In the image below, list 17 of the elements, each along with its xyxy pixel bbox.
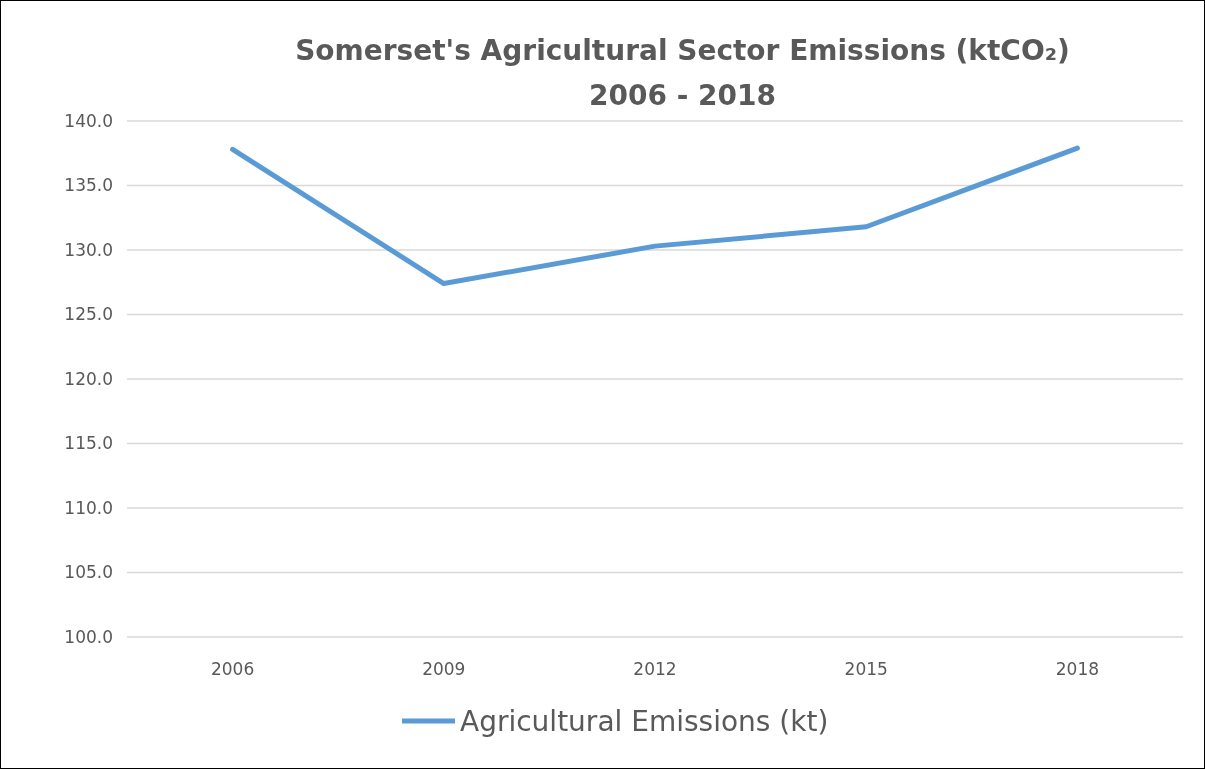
y-tick-label: 105.0	[64, 562, 113, 583]
y-tick-label: 140.0	[64, 110, 113, 131]
x-tick-label: 2006	[210, 659, 255, 679]
x-tick-label: 2015	[844, 659, 888, 679]
x-tick-label: 2012	[633, 659, 677, 679]
y-tick-label: 110.0	[64, 497, 113, 518]
y-tick-label: 135.0	[64, 175, 113, 196]
y-tick-label: 130.0	[64, 239, 113, 260]
chart-subtitle: 2006 - 2018	[589, 79, 776, 112]
y-tick-label: 120.0	[64, 368, 113, 389]
legend-label: Agricultural Emissions (kt)	[460, 704, 829, 738]
y-tick-label: 100.0	[64, 626, 113, 647]
y-tick-label: 115.0	[64, 433, 113, 454]
x-tick-label: 2009	[422, 659, 466, 679]
chart-title: Somerset's Agricultural Sector Emissions (ktCO₂)	[295, 34, 1070, 67]
y-tick-label: 125.0	[64, 304, 113, 325]
x-tick-label: 2018	[1055, 659, 1100, 679]
